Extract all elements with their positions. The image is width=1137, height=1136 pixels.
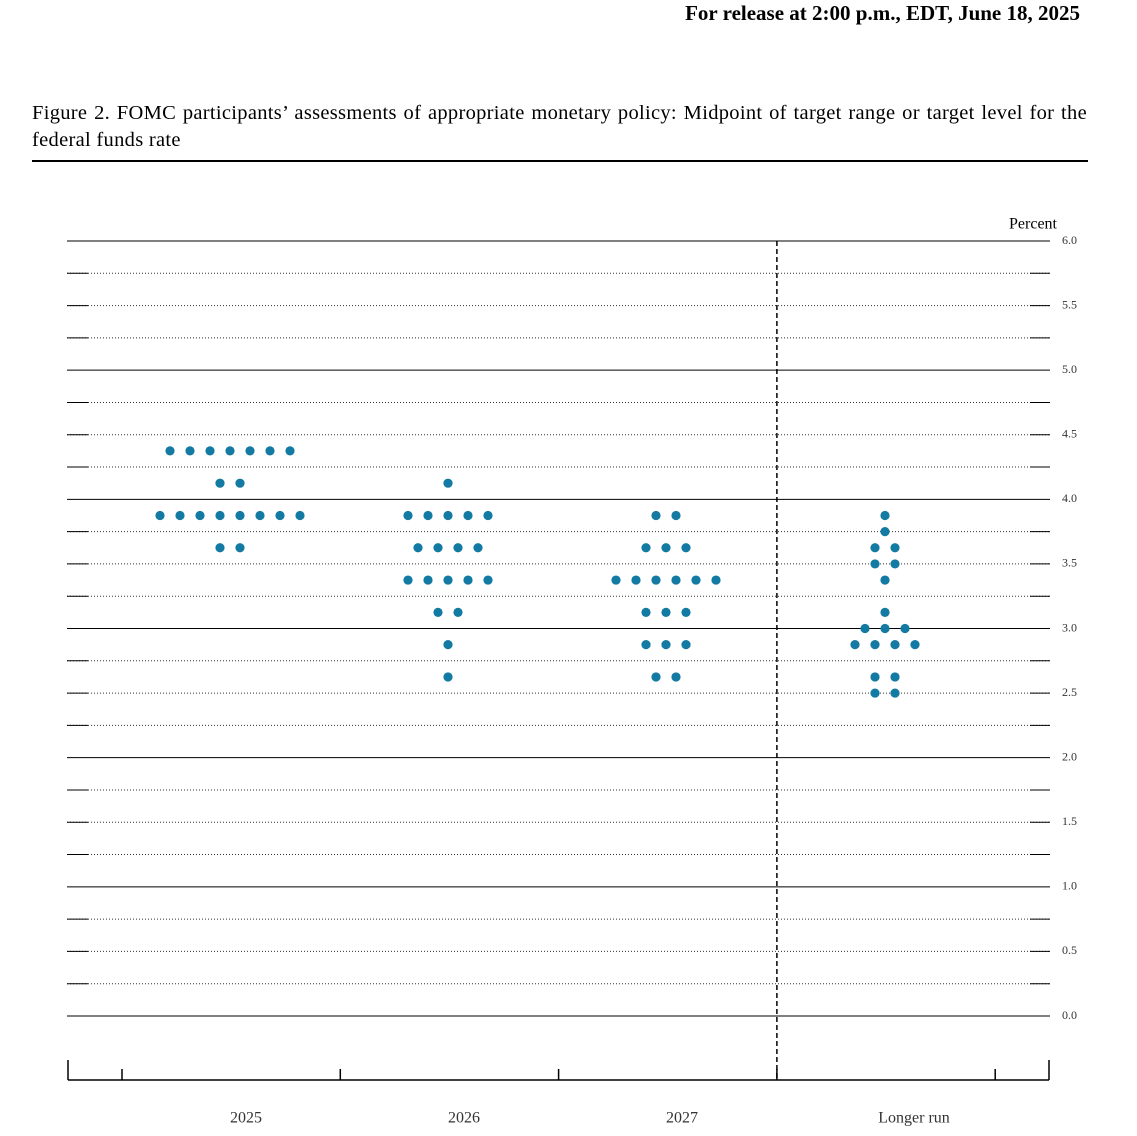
dot bbox=[403, 575, 413, 585]
y-tick-label: 2.5 bbox=[1062, 685, 1077, 699]
dot bbox=[215, 510, 225, 521]
dot bbox=[661, 607, 671, 617]
x-tick-label: 2025 bbox=[230, 1110, 262, 1127]
dot bbox=[870, 559, 880, 569]
x-tick-label: 2027 bbox=[666, 1110, 698, 1127]
y-tick-label: 3.5 bbox=[1062, 556, 1077, 570]
dot bbox=[691, 575, 701, 585]
dot bbox=[850, 640, 860, 650]
dot bbox=[205, 446, 215, 456]
dot bbox=[265, 446, 275, 456]
dot bbox=[453, 543, 463, 553]
x-tick-label: Longer run bbox=[878, 1110, 950, 1127]
dot bbox=[681, 640, 691, 650]
dot bbox=[641, 543, 651, 553]
dot bbox=[433, 607, 443, 617]
y-tick-label: 1.5 bbox=[1062, 814, 1077, 828]
dot bbox=[215, 478, 225, 488]
dot bbox=[225, 446, 235, 456]
dot bbox=[433, 543, 443, 553]
y-tick-label: 4.0 bbox=[1062, 491, 1077, 505]
dot bbox=[890, 559, 900, 569]
dot bbox=[295, 510, 305, 521]
dot bbox=[463, 575, 473, 585]
dot bbox=[255, 510, 265, 521]
dot bbox=[235, 478, 245, 488]
dot bbox=[651, 672, 661, 682]
dot bbox=[215, 543, 225, 553]
dot bbox=[880, 623, 890, 634]
title-rule bbox=[32, 160, 1088, 162]
dot bbox=[155, 510, 165, 521]
dot bbox=[880, 607, 890, 617]
dot bbox=[681, 607, 691, 617]
dot bbox=[631, 575, 641, 585]
dot bbox=[443, 672, 453, 682]
dot bbox=[890, 688, 900, 698]
y-tick-label: 2.0 bbox=[1062, 749, 1077, 763]
dot bbox=[195, 510, 205, 521]
y-tick-label: 5.0 bbox=[1062, 362, 1077, 376]
dot bbox=[890, 672, 900, 682]
dot bbox=[443, 640, 453, 650]
dot bbox=[880, 575, 890, 585]
dot bbox=[285, 446, 295, 456]
dot bbox=[651, 575, 661, 585]
dot bbox=[463, 510, 473, 521]
dot bbox=[671, 672, 681, 682]
y-axis-label: Percent bbox=[1009, 216, 1058, 233]
dot bbox=[890, 640, 900, 650]
dot bbox=[483, 575, 493, 585]
dot bbox=[453, 607, 463, 617]
dot bbox=[860, 623, 870, 634]
y-tick-label: 5.5 bbox=[1062, 297, 1077, 311]
dot bbox=[641, 640, 651, 650]
dot bbox=[711, 575, 721, 585]
dot bbox=[681, 543, 691, 553]
dot bbox=[661, 543, 671, 553]
y-tick-label: 6.0 bbox=[1062, 233, 1077, 247]
dot bbox=[185, 446, 195, 456]
dot bbox=[443, 575, 453, 585]
y-tick-label: 0.5 bbox=[1062, 943, 1077, 957]
dot bbox=[611, 575, 621, 585]
dot bbox=[671, 575, 681, 585]
dot bbox=[473, 543, 483, 553]
dot bbox=[235, 543, 245, 553]
dot bbox=[651, 510, 661, 521]
dot bbox=[245, 446, 255, 456]
y-tick-label: 4.5 bbox=[1062, 427, 1077, 441]
dot bbox=[910, 640, 920, 650]
dot bbox=[671, 510, 681, 521]
dot bbox=[661, 640, 671, 650]
dot bbox=[880, 510, 890, 521]
dot bbox=[423, 510, 433, 521]
dot bbox=[413, 543, 423, 553]
release-note: For release at 2:00 p.m., EDT, June 18, … bbox=[685, 1, 1080, 25]
dot bbox=[870, 688, 880, 698]
y-tick-label: 3.0 bbox=[1062, 620, 1077, 634]
y-tick-label: 0.0 bbox=[1062, 1008, 1077, 1022]
dot bbox=[423, 575, 433, 585]
dot bbox=[275, 510, 285, 521]
dot bbox=[870, 640, 880, 650]
dot bbox=[483, 510, 493, 521]
dot bbox=[870, 672, 880, 682]
x-tick-label: 2026 bbox=[448, 1110, 480, 1127]
dot bbox=[165, 446, 175, 456]
dot bbox=[870, 543, 880, 553]
dot bbox=[890, 543, 900, 553]
dot bbox=[235, 510, 245, 521]
chart-title: Figure 2. FOMC participants’ assessments… bbox=[32, 102, 1087, 151]
dot bbox=[880, 527, 890, 537]
dot bbox=[403, 510, 413, 521]
dot bbox=[443, 510, 453, 521]
dot bbox=[641, 607, 651, 617]
dot bbox=[175, 510, 185, 521]
dot bbox=[900, 623, 910, 634]
dot bbox=[443, 478, 453, 488]
y-tick-label: 1.0 bbox=[1062, 879, 1077, 893]
